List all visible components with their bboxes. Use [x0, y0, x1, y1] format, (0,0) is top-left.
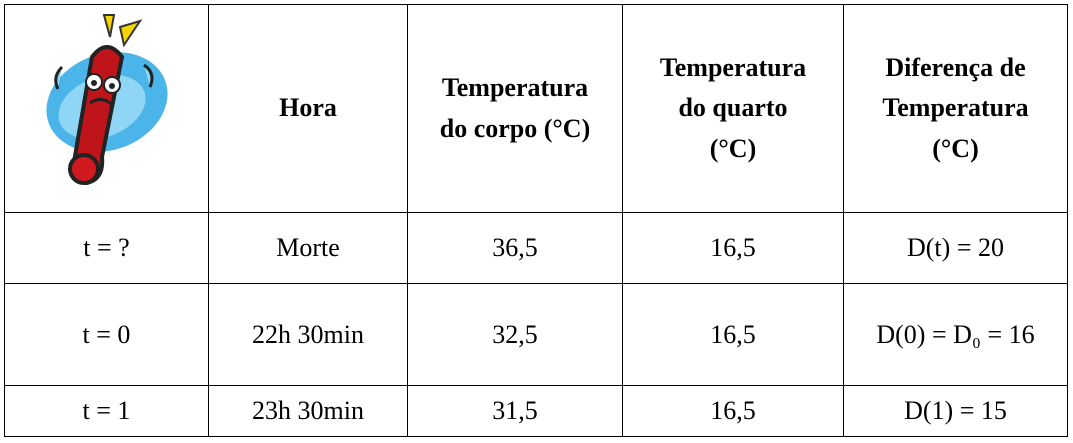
header-line: (°C)	[854, 129, 1057, 169]
page: HoraTemperaturado corpo (°C)Temperaturad…	[0, 0, 1073, 443]
header-line: Hora	[219, 88, 397, 128]
table-cell: 16,5	[623, 284, 844, 386]
icon-cell	[5, 5, 209, 213]
thermometer-icon	[32, 7, 182, 197]
table-cell: 31,5	[408, 386, 623, 437]
table-cell: t = 0	[5, 284, 209, 386]
header-line: do corpo (°C)	[418, 109, 612, 149]
table-cell: D(t) = 20	[844, 213, 1068, 284]
header-line: (°C)	[633, 129, 833, 169]
table-cell: 36,5	[408, 213, 623, 284]
table-cell: D(0) = D₀ = 16	[844, 284, 1068, 386]
table-cell: 23h 30min	[209, 386, 408, 437]
table-cell: Morte	[209, 213, 408, 284]
table-cell: 22h 30min	[209, 284, 408, 386]
table-cell: 32,5	[408, 284, 623, 386]
header-line: Temperatura	[854, 88, 1057, 128]
header-line: do quarto	[633, 88, 833, 128]
table-cell: 16,5	[623, 213, 844, 284]
table-cell: t = 1	[5, 386, 209, 437]
header-line: Temperatura	[418, 68, 612, 108]
header-line: Diferença de	[854, 48, 1057, 88]
header-cell: Hora	[209, 5, 408, 213]
table-cell: 16,5	[623, 386, 844, 437]
table-cell: D(1) = 15	[844, 386, 1068, 437]
table-cell: t = ?	[5, 213, 209, 284]
header-line: Temperatura	[633, 48, 833, 88]
